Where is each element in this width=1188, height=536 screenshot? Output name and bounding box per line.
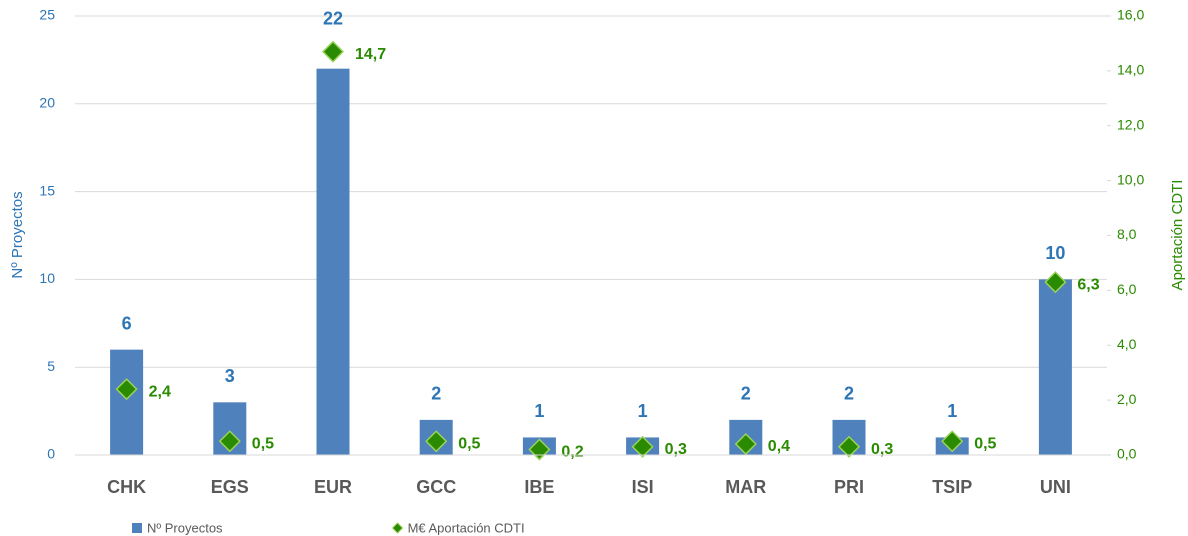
x-tick-label: GCC [416,477,456,497]
x-tick-label: EUR [314,477,352,497]
bar-value-label: 10 [1045,243,1065,263]
bar-value-label: 1 [638,401,648,421]
y-tick-label: 15 [39,182,55,198]
point-value-label: 6,3 [1077,276,1099,293]
diamond-marker [734,432,757,456]
x-tick-label: ISI [632,477,654,497]
diamond-marker [425,430,448,453]
y2-tick-label: 16,0 [1117,7,1144,23]
x-tick-label: UNI [1040,477,1071,497]
y2-tick-label: 0,0 [1117,446,1137,462]
diamond-marker [631,435,654,458]
x-tick-label: EGS [211,477,249,497]
y-axis-title: Nº Proyectos [9,191,26,278]
bar-value-label: 2 [741,384,751,404]
legend-marker [391,522,404,534]
legend-label: Nº Proyectos [147,520,223,535]
y2-tick-label: 12,0 [1117,116,1144,132]
y2-tick-label: 8,0 [1117,226,1137,242]
bar-value-label: 2 [431,384,441,404]
point-value-label: 0,3 [665,441,687,458]
bar-value-label: 1 [534,401,544,421]
bar-value-label: 3 [225,366,235,386]
y2-axis-title: Aportación CDTI [1169,180,1186,291]
y2-tick-label: 4,0 [1117,336,1137,352]
y-tick-label: 5 [47,358,55,374]
x-tick-label: PRI [834,477,864,497]
legend-marker [132,523,142,533]
point-value-label: 0,5 [974,436,996,453]
diamond-marker [837,435,861,458]
y-tick-label: 10 [39,270,55,286]
legend-label: M€ Aportación CDTI [408,520,525,535]
bar-value-label: 1 [947,401,957,421]
point-value-label: 0,4 [768,438,790,455]
y-tick-label: 20 [39,95,55,111]
diamond-marker [321,40,345,63]
y2-tick-label: 2,0 [1117,391,1137,407]
y2-tick-label: 6,0 [1117,281,1137,297]
y-tick-label: 25 [39,7,55,23]
diamond-marker [528,438,551,461]
diamond-marker [941,430,964,453]
bar-value-label: 6 [122,313,132,333]
x-tick-label: CHK [107,477,146,497]
point-value-label: 14,7 [355,46,386,63]
point-value-label: 0,3 [871,441,893,458]
y-tick-label: 0 [47,446,55,462]
bar [110,349,144,455]
bar [1038,279,1072,455]
point-value-label: 0,2 [561,444,583,461]
point-value-label: 0,5 [458,436,480,453]
bar [316,68,350,456]
diamond-marker [115,378,138,401]
x-tick-label: MAR [725,477,766,497]
point-value-label: 0,5 [252,436,274,453]
bar-value-label: 22 [323,8,343,28]
x-tick-label: TSIP [932,477,972,497]
y2-tick-label: 10,0 [1117,171,1144,187]
point-value-label: 2,4 [149,383,171,400]
diamond-marker [1044,271,1067,294]
x-tick-label: IBE [524,477,554,497]
diamond-marker [218,430,241,453]
bar-value-label: 2 [844,384,854,404]
y2-tick-label: 14,0 [1117,62,1144,78]
